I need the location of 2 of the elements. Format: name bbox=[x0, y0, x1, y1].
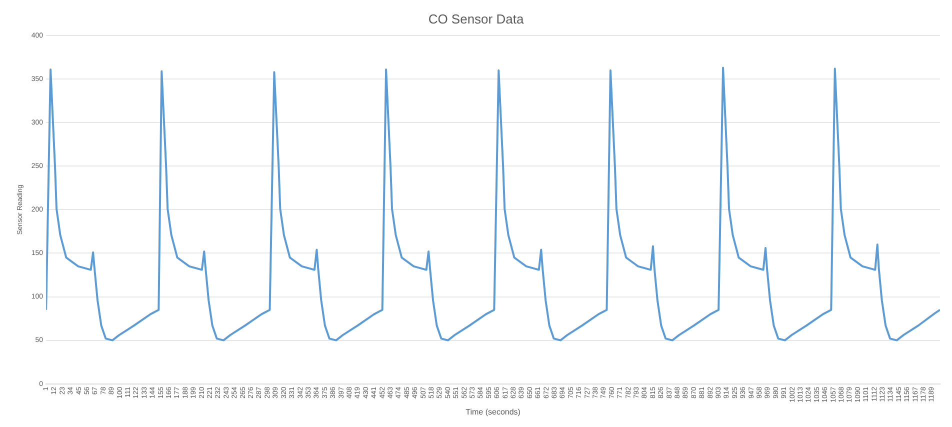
chart-title: CO Sensor Data bbox=[428, 11, 524, 26]
x-axis-title: Time (seconds) bbox=[466, 407, 521, 416]
